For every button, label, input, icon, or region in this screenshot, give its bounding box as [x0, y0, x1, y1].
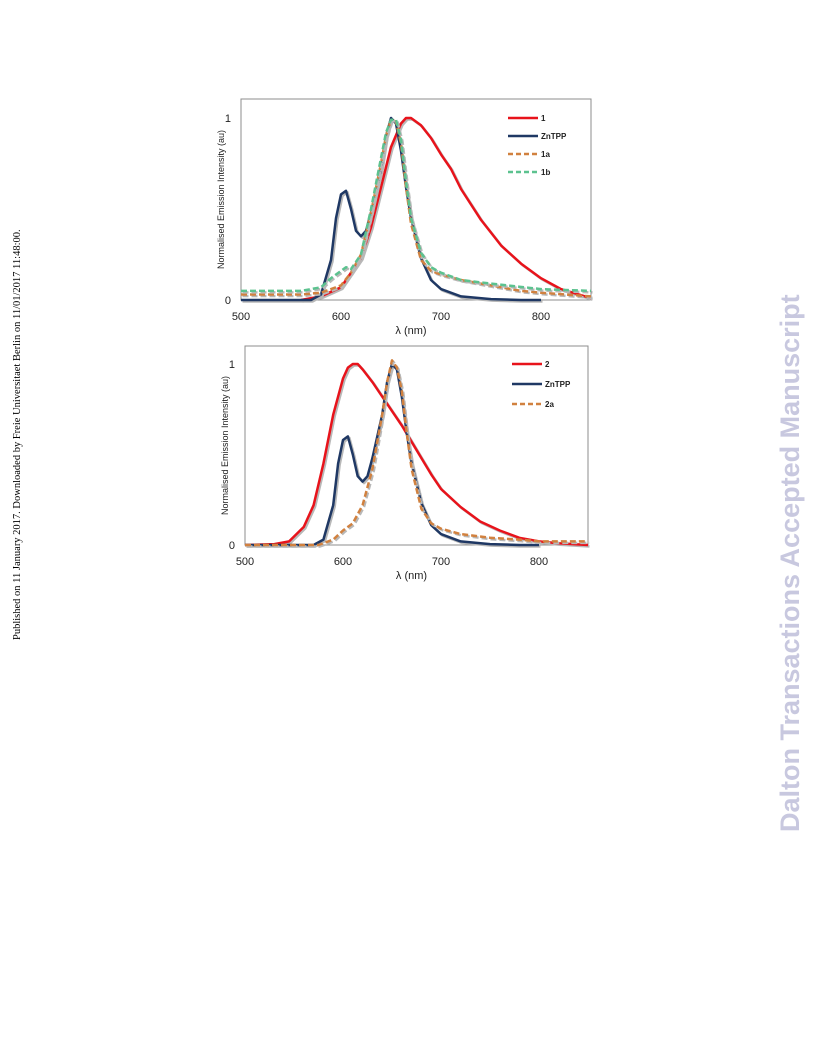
- chart2-series-2: [244, 362, 589, 547]
- chart2-xtick-600: 600: [334, 556, 352, 568]
- chart2-series-ZnTPP-shadow: [246, 364, 541, 548]
- chart2-ylabel: Normalised Emission Intensity (au): [220, 376, 230, 515]
- chart2-series-2a: [245, 359, 588, 547]
- chart1-ytick-0: 0: [225, 295, 231, 307]
- chart2-series-2a-shadow: [246, 360, 590, 548]
- chart1-xtick-500: 500: [232, 311, 250, 323]
- chart1-ytick-1: 1: [225, 113, 231, 125]
- chart2-legend-label-2: 2: [545, 360, 550, 369]
- chart2-ytick-1: 1: [229, 359, 235, 371]
- chart2-ytick-0: 0: [229, 540, 235, 552]
- plot-frame: [244, 345, 589, 546]
- chart1-xtick-700: 700: [432, 311, 450, 323]
- chart1-legend-label-1b: 1b: [541, 168, 550, 177]
- chart1-xlabel: λ (nm): [395, 325, 426, 337]
- chart1-xtick-600: 600: [332, 311, 350, 323]
- chart2-legend-label-ZnTPP: ZnTPP: [545, 380, 571, 389]
- chart2-legend-label-2a: 2a: [545, 400, 554, 409]
- chart2-xtick-800: 800: [530, 556, 548, 568]
- plot-frame: [240, 98, 592, 301]
- chart1-legend-label-ZnTPP: ZnTPP: [541, 132, 567, 141]
- chart1-ylabel: Normalised Emission Intensity (au): [216, 130, 226, 269]
- chart2-xtick-500: 500: [236, 556, 254, 568]
- chart2-series-ZnTPP: [245, 362, 539, 547]
- chart1-series-1b: [241, 118, 592, 293]
- chart2-xtick-700: 700: [432, 556, 450, 568]
- chart1-series-ZnTPP: [241, 116, 541, 302]
- chart1-legend-label-1a: 1a: [541, 150, 550, 159]
- chart1-legend-label-1: 1: [541, 114, 546, 123]
- chart2-xlabel: λ (nm): [396, 570, 427, 582]
- chart2-series-2-shadow: [246, 364, 590, 548]
- chart1-xtick-800: 800: [532, 311, 550, 323]
